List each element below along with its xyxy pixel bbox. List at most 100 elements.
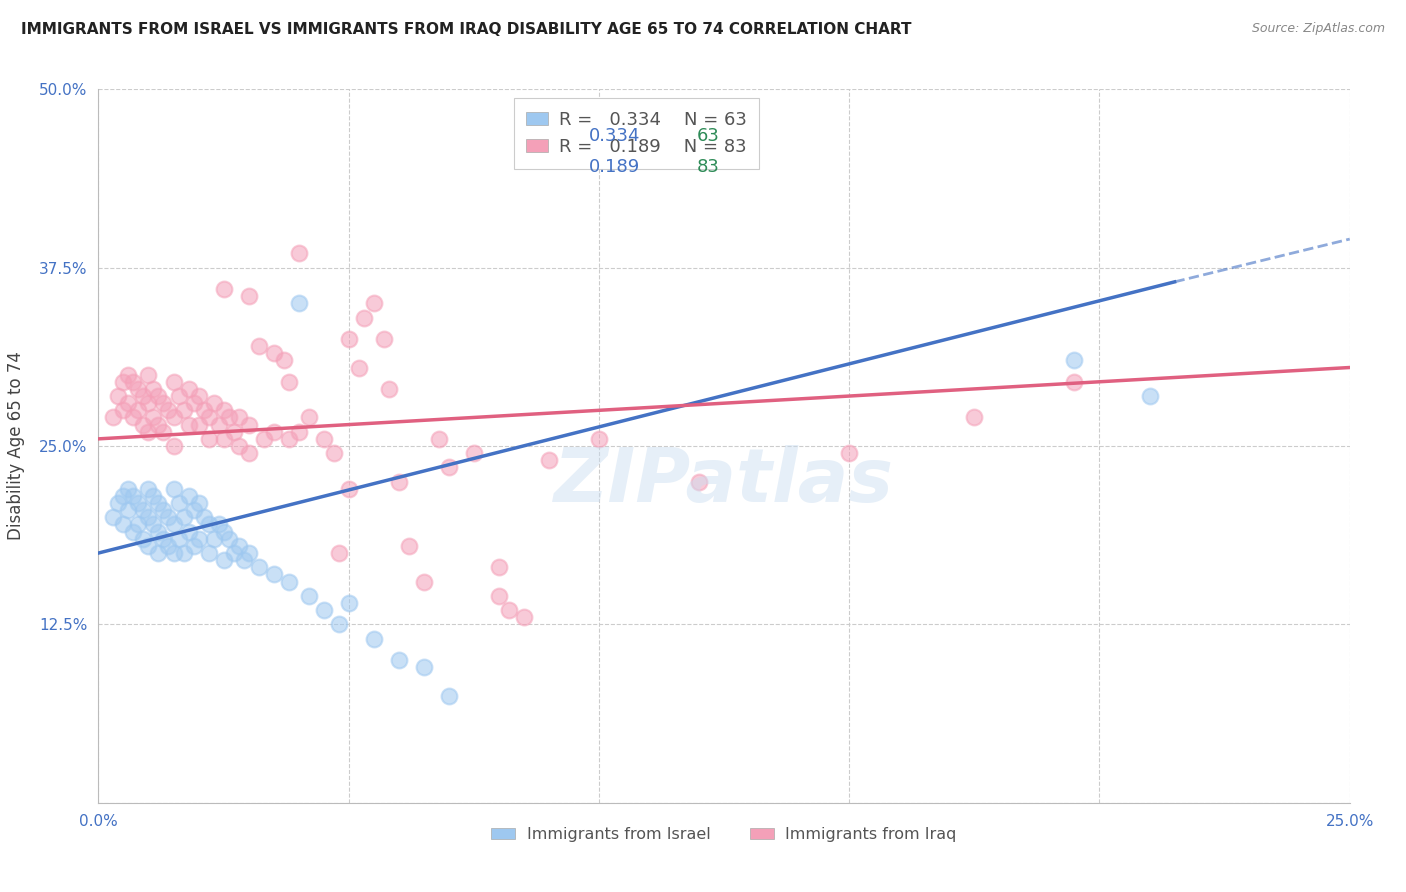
Text: 0.189: 0.189	[589, 158, 641, 176]
Point	[177, 489, 200, 503]
Point	[193, 510, 215, 524]
Point	[398, 539, 420, 553]
Point	[152, 425, 174, 439]
Point	[142, 517, 165, 532]
Point	[228, 410, 250, 425]
Point	[373, 332, 395, 346]
Point	[488, 560, 510, 574]
Point	[277, 574, 299, 589]
Point	[142, 489, 165, 503]
Point	[838, 446, 860, 460]
Point	[377, 382, 399, 396]
Point	[197, 517, 219, 532]
Point	[162, 439, 184, 453]
Point	[247, 560, 270, 574]
Point	[328, 546, 350, 560]
Text: 0.334: 0.334	[589, 127, 641, 145]
Point	[337, 596, 360, 610]
Point	[117, 503, 139, 517]
Point	[388, 653, 411, 667]
Point	[112, 517, 135, 532]
Point	[197, 546, 219, 560]
Point	[228, 539, 250, 553]
Point	[103, 410, 125, 425]
Point	[412, 574, 434, 589]
Point	[337, 482, 360, 496]
Point	[222, 425, 245, 439]
Point	[162, 482, 184, 496]
Point	[183, 503, 205, 517]
Point	[277, 375, 299, 389]
Point	[173, 546, 195, 560]
Point	[132, 417, 155, 432]
Point	[112, 403, 135, 417]
Text: 63: 63	[697, 127, 720, 145]
Point	[132, 532, 155, 546]
Point	[463, 446, 485, 460]
Point	[157, 403, 180, 417]
Point	[132, 389, 155, 403]
Point	[122, 375, 145, 389]
Point	[347, 360, 370, 375]
Point	[412, 660, 434, 674]
Point	[167, 532, 190, 546]
Point	[247, 339, 270, 353]
Point	[177, 417, 200, 432]
Point	[337, 332, 360, 346]
Point	[107, 496, 129, 510]
Point	[197, 432, 219, 446]
Point	[688, 475, 710, 489]
Point	[167, 496, 190, 510]
Point	[157, 539, 180, 553]
Point	[157, 510, 180, 524]
Point	[218, 410, 240, 425]
Point	[138, 539, 160, 553]
Point	[212, 524, 235, 539]
Point	[322, 446, 344, 460]
Point	[112, 489, 135, 503]
Point	[138, 510, 160, 524]
Point	[1063, 375, 1085, 389]
Point	[353, 310, 375, 325]
Point	[162, 375, 184, 389]
Point	[132, 503, 155, 517]
Point	[127, 496, 149, 510]
Point	[148, 389, 170, 403]
Point	[138, 425, 160, 439]
Point	[312, 432, 335, 446]
Point	[187, 496, 209, 510]
Point	[232, 553, 254, 567]
Point	[287, 246, 309, 260]
Point	[298, 410, 321, 425]
Point	[277, 432, 299, 446]
Point	[238, 546, 260, 560]
Point	[122, 489, 145, 503]
Point	[238, 289, 260, 303]
Text: ZIPatlas: ZIPatlas	[554, 445, 894, 518]
Legend: Immigrants from Israel, Immigrants from Iraq: Immigrants from Israel, Immigrants from …	[485, 821, 963, 848]
Point	[148, 546, 170, 560]
Point	[488, 589, 510, 603]
Point	[963, 410, 986, 425]
Point	[187, 389, 209, 403]
Point	[173, 403, 195, 417]
Point	[173, 510, 195, 524]
Point	[138, 368, 160, 382]
Point	[152, 396, 174, 410]
Point	[312, 603, 335, 617]
Point	[162, 517, 184, 532]
Point	[1063, 353, 1085, 368]
Point	[162, 410, 184, 425]
Point	[177, 382, 200, 396]
Point	[193, 403, 215, 417]
Point	[127, 382, 149, 396]
Point	[287, 296, 309, 310]
Point	[162, 546, 184, 560]
Point	[537, 453, 560, 467]
Point	[138, 482, 160, 496]
Point	[152, 532, 174, 546]
Point	[328, 617, 350, 632]
Point	[207, 517, 229, 532]
Point	[117, 396, 139, 410]
Point	[117, 482, 139, 496]
